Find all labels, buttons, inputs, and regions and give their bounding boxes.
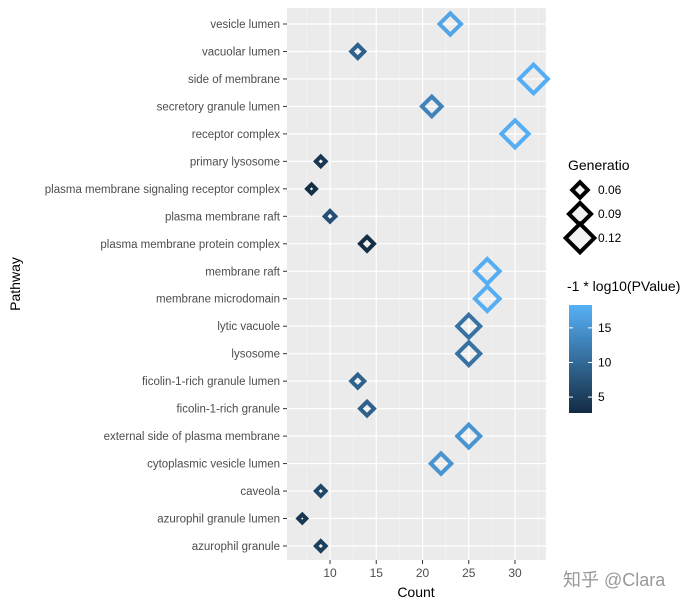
data-point	[419, 93, 445, 120]
y-tick-label: caveola	[240, 486, 280, 498]
data-point	[348, 371, 368, 391]
size-legend-title: Generatio	[568, 157, 630, 173]
y-tick-label: plasma membrane protein complex	[100, 239, 280, 251]
data-point	[427, 450, 455, 477]
x-tick-label: 15	[370, 566, 384, 580]
size-legend-label: 0.12	[598, 231, 622, 245]
y-tick-label: plasma membrane raft	[165, 211, 281, 223]
y-tick-label: receptor complex	[192, 129, 280, 141]
data-point	[321, 208, 339, 225]
watermark: 知乎 @Clara	[563, 570, 666, 590]
y-tick-label: ficolin-1-rich granule	[176, 404, 280, 416]
y-tick-label: azurophil granule	[192, 541, 280, 553]
y-tick-label: secretory granule lumen	[157, 101, 280, 113]
data-point	[295, 511, 310, 526]
data-point	[436, 10, 464, 38]
data-point	[348, 42, 368, 61]
data-point	[454, 311, 484, 341]
data-point	[472, 283, 503, 314]
y-tick-label: side of membrane	[188, 74, 280, 86]
data-point	[357, 233, 377, 254]
data-point	[357, 398, 377, 419]
y-tick-label: ficolin-1-rich granule lumen	[142, 376, 280, 388]
y-tick-label: cytoplasmic vesicle lumen	[147, 459, 280, 471]
size-legend-key	[562, 220, 598, 256]
y-tick-label: vesicle lumen	[210, 19, 280, 31]
x-tick-label: 20	[416, 566, 430, 580]
y-tick-label: plasma membrane signaling receptor compl…	[45, 184, 280, 196]
y-tick-label: membrane raft	[205, 266, 281, 278]
data-point	[454, 339, 484, 368]
x-axis-title: Count	[397, 584, 434, 600]
y-tick-label: primary lysosome	[190, 156, 280, 168]
data-point	[313, 538, 329, 554]
y-tick-label: azurophil granule lumen	[157, 514, 280, 526]
data-point	[516, 61, 551, 97]
plot-panel	[287, 8, 546, 560]
colorbar	[569, 305, 592, 413]
y-axis-title: Pathway	[7, 257, 23, 311]
color-legend-title: -1 * log10(PValue)	[567, 278, 680, 294]
size-legend-label: 0.09	[598, 207, 622, 221]
y-tick-label: vacuolar lumen	[202, 46, 280, 58]
y-tick-label: lytic vacuole	[217, 321, 280, 333]
size-legend-key	[569, 179, 591, 201]
x-tick-label: 25	[462, 566, 476, 580]
data-point	[313, 483, 329, 499]
data-point	[304, 181, 319, 197]
data-point	[454, 421, 484, 451]
colorbar-label: 15	[598, 321, 612, 335]
data-point	[498, 117, 532, 151]
y-tick-label: membrane microdomain	[156, 294, 280, 306]
x-tick-label: 30	[508, 566, 522, 580]
y-tick-label: external side of plasma membrane	[104, 431, 280, 443]
colorbar-label: 10	[598, 355, 612, 369]
colorbar-label: 5	[598, 390, 605, 404]
y-tick-label: lysosome	[231, 349, 280, 361]
data-point	[313, 153, 329, 170]
size-legend-label: 0.06	[598, 183, 622, 197]
x-tick-label: 10	[323, 566, 337, 580]
